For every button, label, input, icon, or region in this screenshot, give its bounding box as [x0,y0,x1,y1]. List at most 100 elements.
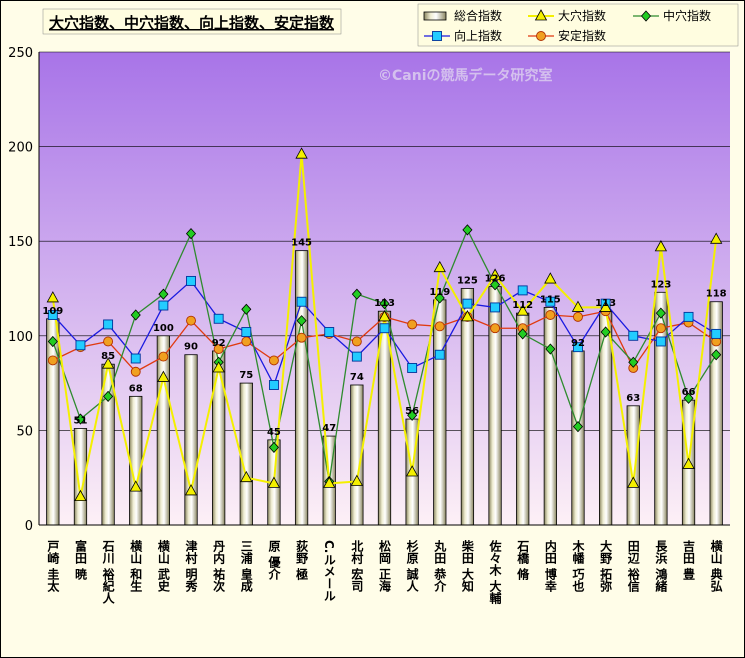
point [571,300,585,312]
x-tick-label: 丸田 恭介 [433,539,447,593]
point [434,349,445,360]
point [627,476,640,488]
data-label: 85 [101,351,115,362]
point [212,361,225,373]
data-label: 45 [267,427,281,438]
point [461,310,474,322]
point [185,228,197,240]
point [628,356,639,368]
x-tick-label: 丹内 祐次 [212,540,226,593]
point [351,351,362,362]
legend-swatch [423,11,447,21]
chart-title: 大穴指数、中穴指数、向上指数、安定指数 [49,14,335,32]
x-tick-label: 横山 武史 [156,539,170,593]
point [103,390,114,402]
point [268,355,279,366]
point [323,476,336,488]
point [296,315,307,327]
data-label: 74 [350,372,364,383]
point [711,328,722,339]
y-tick-label: 200 [8,141,33,156]
x-tick-label: 佐々木 大輔 [488,539,502,605]
point [407,319,418,330]
x-tick-label: 木幡 巧也 [571,539,585,593]
point [682,457,695,469]
data-label: 125 [457,276,478,287]
x-tick-label: 石橋 脩 [516,540,530,581]
point [545,296,556,307]
point [351,288,362,300]
point [324,327,335,337]
point [488,268,502,280]
x-tick-label: 石川 裕紀人 [101,540,115,605]
x-tick-label: C.ルメール [322,540,336,601]
x-tick-label: 三浦 皇成 [239,540,253,593]
y-tick-label: 50 [16,424,33,439]
point [75,413,86,425]
data-label: 100 [153,323,174,334]
x-tick-label: 富田 暁 [73,539,87,581]
data-label: 123 [650,279,671,290]
x-tick-label: 杉原 誠人 [405,539,419,593]
point [157,370,170,382]
point [599,300,612,312]
x-tick-label: 柴田 大知 [460,539,474,593]
legend-box [417,3,739,47]
point [129,480,142,492]
data-label: 63 [626,393,640,404]
y-tick-label: 100 [8,330,33,345]
point [628,330,639,341]
bar [626,405,640,526]
point [655,323,666,334]
point [46,291,59,303]
point [351,336,362,347]
point [267,476,281,488]
bar [599,310,613,526]
x-tick-label: 吉田 豊 [682,539,696,581]
point [490,279,501,291]
bar [184,354,198,526]
data-label: 68 [129,383,143,394]
data-label: 66 [682,387,696,398]
point [379,323,390,334]
point [184,484,198,496]
point [158,288,169,300]
point [213,344,224,354]
point [545,343,556,355]
data-label: 119 [429,287,450,298]
point [378,310,391,322]
data-label: 118 [706,289,727,300]
point [434,292,445,304]
point [296,332,307,343]
point [213,313,224,324]
data-label: 126 [485,274,506,285]
x-tick-label: 長浜 鴻緒 [654,539,668,593]
point [710,232,723,244]
point [655,336,666,347]
data-label: 75 [239,370,253,381]
point [517,285,528,296]
x-tick-label: 荻野 極 [295,539,309,581]
point [407,363,418,373]
data-label: 113 [374,298,395,309]
point [241,336,252,347]
point [640,10,652,22]
point [462,298,473,309]
bar [46,318,60,526]
y-tick-label: 150 [8,235,33,250]
x-tick-label: 原 優介 [267,540,281,581]
point [572,421,584,433]
point [573,342,583,353]
legend-label: 向上指数 [454,28,502,43]
data-label: 92 [212,338,226,349]
bar [294,250,309,526]
point [573,311,583,322]
legend-label: 安定指数 [558,28,606,43]
bar [129,395,143,526]
point [47,335,58,348]
legend-label: 大穴指数 [558,8,606,23]
point [536,31,546,41]
data-label: 112 [512,300,533,311]
